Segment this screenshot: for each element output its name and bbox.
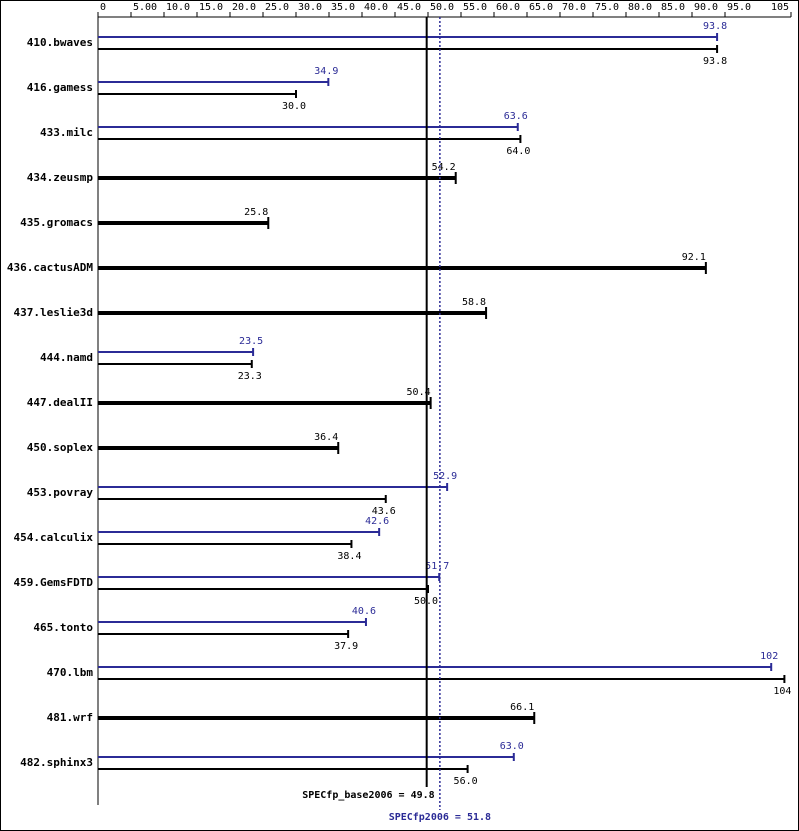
x-tick-label: 5.00 — [133, 2, 157, 13]
x-tick-label: 65.0 — [529, 2, 553, 13]
bar — [98, 576, 440, 578]
value-label: 38.4 — [337, 551, 361, 562]
bar — [98, 311, 487, 315]
reference-label: SPECfp_base2006 = 49.8 — [302, 790, 434, 801]
x-tick-label: 70.0 — [562, 2, 586, 13]
category-label: 465.tonto — [33, 621, 93, 634]
value-label: 63.0 — [500, 741, 524, 752]
category-label: 437.leslie3d — [14, 306, 93, 319]
category-label: 450.soplex — [27, 441, 94, 454]
category-label: 454.calculix — [14, 531, 94, 544]
x-tick-label: 60.0 — [496, 2, 520, 13]
x-tick-label: 0 — [100, 2, 106, 13]
x-tick-label: 10.0 — [166, 2, 190, 13]
x-tick-label: 15.0 — [199, 2, 223, 13]
bar — [98, 666, 772, 668]
bar — [98, 351, 254, 353]
value-label: 23.3 — [238, 371, 262, 382]
bar — [98, 486, 448, 488]
category-label: 482.sphinx3 — [20, 756, 93, 769]
value-label: 42.6 — [365, 516, 389, 527]
bar — [98, 126, 518, 128]
x-tick-label: 85.0 — [661, 2, 685, 13]
value-label: 50.4 — [407, 387, 431, 398]
bar — [98, 81, 329, 83]
x-tick-label: 25.0 — [265, 2, 289, 13]
bar — [98, 498, 386, 500]
bar — [98, 633, 349, 635]
value-label: 37.9 — [334, 641, 358, 652]
bar — [98, 93, 296, 95]
x-tick-label: 40.0 — [364, 2, 388, 13]
bar — [98, 266, 706, 270]
value-label: 93.8 — [703, 56, 727, 67]
value-label: 56.0 — [454, 776, 478, 787]
bar — [98, 363, 252, 365]
category-label: 481.wrf — [47, 711, 93, 724]
x-tick-label: 50.0 — [430, 2, 454, 13]
value-label: 92.1 — [682, 252, 706, 263]
category-label: 459.GemsFDTD — [14, 576, 94, 589]
value-label: 64.0 — [506, 146, 530, 157]
bar — [98, 446, 339, 450]
bar — [98, 678, 785, 680]
x-tick-label: 45.0 — [397, 2, 421, 13]
value-label: 63.6 — [504, 111, 528, 122]
value-label: 34.9 — [314, 66, 338, 77]
value-label: 40.6 — [352, 606, 376, 617]
category-label: 435.gromacs — [20, 216, 93, 229]
category-label: 447.dealII — [27, 396, 93, 409]
category-label: 453.povray — [27, 486, 94, 499]
bar — [98, 138, 521, 140]
bar — [98, 768, 468, 770]
category-label: 436.cactusADM — [7, 261, 93, 274]
value-label: 43.6 — [372, 506, 396, 517]
value-label: 51.7 — [425, 561, 449, 572]
x-tick-label: 75.0 — [595, 2, 619, 13]
category-label: 410.bwaves — [27, 36, 93, 49]
bar — [98, 756, 514, 758]
x-tick-label: 35.0 — [331, 2, 355, 13]
value-label: 104 — [773, 686, 791, 697]
value-label: 102 — [760, 651, 778, 662]
category-label: 444.namd — [40, 351, 93, 364]
bar — [98, 221, 269, 225]
x-tick-label: 20.0 — [232, 2, 256, 13]
category-label: 470.lbm — [47, 666, 94, 679]
value-label: 25.8 — [244, 207, 268, 218]
category-label: 416.gamess — [27, 81, 93, 94]
bar — [98, 588, 428, 590]
bar — [98, 401, 431, 405]
bar — [98, 543, 352, 545]
value-label: 52.9 — [433, 471, 457, 482]
value-label: 54.2 — [432, 162, 456, 173]
value-label: 30.0 — [282, 101, 306, 112]
x-tick-label: 90.0 — [694, 2, 718, 13]
value-label: 66.1 — [510, 702, 534, 713]
bar — [98, 716, 535, 720]
bar — [98, 531, 380, 533]
bar — [98, 176, 456, 180]
bar — [98, 48, 718, 50]
bar — [98, 621, 366, 623]
category-label: 434.zeusmp — [27, 171, 94, 184]
value-label: 23.5 — [239, 336, 263, 347]
value-label: 58.8 — [462, 297, 486, 308]
value-label: 93.8 — [703, 21, 727, 32]
value-label: 36.4 — [314, 432, 338, 443]
x-tick-label: 95.0 — [727, 2, 751, 13]
bar — [98, 36, 718, 38]
x-tick-label: 80.0 — [628, 2, 652, 13]
x-tick-label: 30.0 — [298, 2, 322, 13]
category-label: 433.milc — [40, 126, 93, 139]
x-tick-label: 55.0 — [463, 2, 487, 13]
x-tick-label: 105 — [771, 2, 789, 13]
reference-label: SPECfp2006 = 51.8 — [389, 812, 491, 823]
